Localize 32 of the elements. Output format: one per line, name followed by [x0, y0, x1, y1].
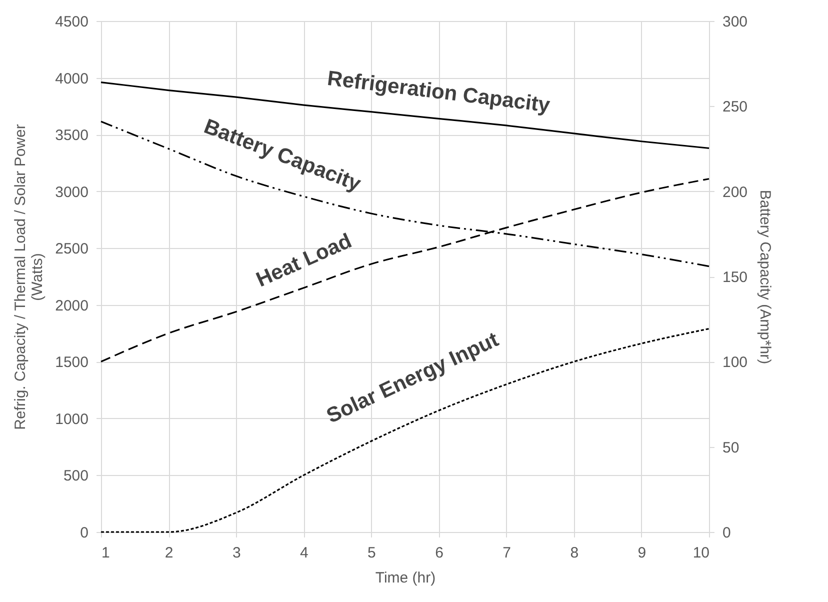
- x-axis-title: Time (hr): [375, 570, 436, 586]
- y2-tick-label: 100: [722, 354, 748, 372]
- y-tick-label: 1000: [55, 410, 88, 428]
- x-tick-label: 1: [102, 544, 110, 562]
- x-tick-label: 4: [300, 544, 308, 562]
- x-tick-label: 3: [232, 544, 241, 562]
- y-tick-label: 1500: [55, 354, 88, 372]
- x-tick-label: 6: [435, 544, 444, 562]
- x-tick-label: 10: [692, 544, 710, 562]
- y2-tick-label: 300: [722, 14, 748, 30]
- y2-tick-label: 250: [722, 98, 748, 116]
- y-tick-label: 2000: [55, 297, 88, 314]
- y2-tick-label: 200: [722, 184, 748, 201]
- y2-axis-title: Battery Capacity (Amp*hr): [756, 190, 774, 364]
- x-tick-label: 7: [502, 544, 512, 562]
- y2-tick-label: 0: [722, 524, 731, 542]
- y2-tick-label: 150: [722, 269, 748, 286]
- y-tick-label: 3000: [55, 184, 88, 201]
- y-tick-label: 4000: [55, 70, 88, 88]
- y-tick-label: 0: [80, 524, 88, 542]
- y-tick-label: 4500: [55, 14, 88, 30]
- y-tick-label: 2500: [55, 240, 88, 258]
- x-tick-label: 9: [638, 544, 646, 562]
- x-tick-label: 2: [164, 544, 174, 562]
- text: Refrigeration Capacity: [326, 66, 552, 118]
- y-axis-title: Refrig. Capacity / Thermal Load / Solar Power (Watts): [12, 124, 46, 430]
- y-tick-label: 3500: [55, 127, 88, 144]
- x-tick-label: 5: [368, 544, 376, 562]
- y-tick-label: 500: [63, 468, 88, 485]
- y2-tick-label: 50: [722, 439, 740, 456]
- text: Heat Load: [252, 229, 356, 292]
- x-tick-label: 8: [570, 544, 579, 562]
